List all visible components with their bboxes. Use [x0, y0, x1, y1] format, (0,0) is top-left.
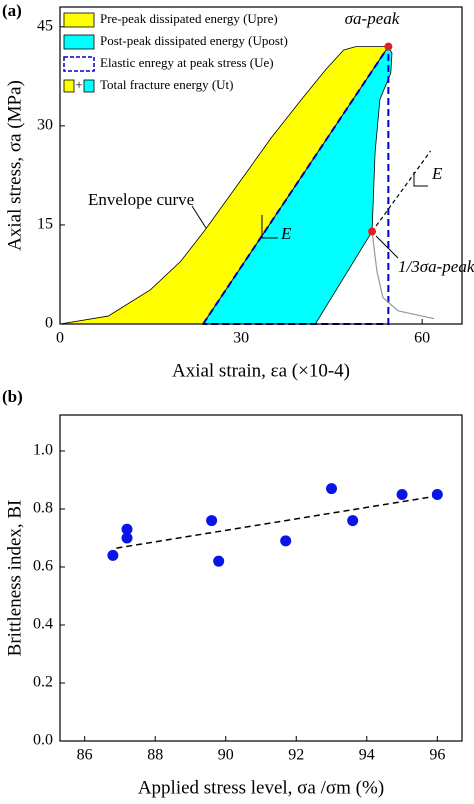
point	[107, 549, 119, 561]
elastic-line	[202, 43, 390, 325]
point	[431, 488, 443, 500]
x-tick-label: 88	[147, 747, 163, 764]
annotation: σa-peak	[345, 9, 400, 28]
x-tick-label: 86	[77, 747, 93, 764]
energy-area	[59, 46, 390, 325]
x-tick-label: 0	[56, 330, 64, 347]
point	[121, 532, 133, 544]
point	[347, 515, 359, 527]
x-axis-label: Axial strain, εa (×10-4)	[172, 360, 350, 381]
point	[213, 555, 225, 567]
legend-swatch	[83, 79, 95, 93]
x-tick-label: 96	[429, 747, 445, 764]
legend-swatch	[63, 56, 95, 72]
y-axis-label: Axial stress, σa (MPa)	[4, 80, 25, 251]
y-axis-label: Brittleness index, BI	[4, 500, 25, 657]
legend-label: Total fracture energy (Ut)	[100, 77, 233, 92]
plot-frame	[59, 6, 463, 325]
legend-joiner: +	[75, 77, 82, 92]
curve	[371, 231, 435, 320]
y-tick-label: 0.0	[33, 732, 53, 749]
point	[280, 535, 292, 547]
annotation: E	[280, 224, 292, 243]
y-tick-label: 0.6	[33, 558, 53, 575]
y-tick-label: 15	[37, 216, 53, 233]
point	[384, 42, 393, 51]
y-tick-label: 30	[37, 117, 53, 134]
annotation: E	[431, 164, 443, 183]
annotation: Envelope curve	[88, 190, 194, 209]
x-tick-label: 92	[288, 747, 304, 764]
panel-label: (a)	[2, 1, 22, 20]
y-tick-label: 0	[45, 315, 53, 332]
x-tick-label: 30	[233, 330, 249, 347]
point	[368, 227, 377, 236]
legend-label: Pre-peak dissipated energy (Upre)	[100, 11, 278, 26]
y-tick-label: 45	[37, 17, 53, 34]
arrow	[191, 205, 207, 229]
legend-swatch	[63, 12, 95, 28]
legend-swatch	[63, 79, 75, 93]
legend-label: Elastic enregy at peak stress (Ue)	[100, 55, 274, 70]
point	[396, 488, 408, 500]
x-axis-label: Applied stress level, σa /σm (%)	[138, 777, 384, 798]
point	[326, 483, 338, 495]
y-tick-label: 0.8	[33, 500, 53, 517]
trend-line	[116, 495, 438, 549]
slope-mark	[261, 215, 278, 239]
point	[121, 523, 133, 535]
annotation: 1/3σa-peak	[398, 257, 474, 276]
arrow	[375, 235, 399, 259]
y-tick-label: 0.2	[33, 674, 53, 691]
x-tick-label: 60	[414, 330, 430, 347]
curve	[371, 150, 432, 232]
legend-swatch	[63, 34, 95, 50]
x-tick-label: 90	[218, 747, 234, 764]
y-tick-label: 1.0	[33, 442, 53, 459]
slope-mark	[413, 172, 428, 187]
y-tick-label: 0.4	[33, 616, 53, 633]
plot-frame	[59, 414, 463, 742]
point	[206, 515, 218, 527]
x-tick-label: 94	[359, 747, 375, 764]
panel-label: (b)	[2, 387, 23, 406]
legend-label: Post-peak dissipated energy (Upost)	[100, 33, 288, 48]
